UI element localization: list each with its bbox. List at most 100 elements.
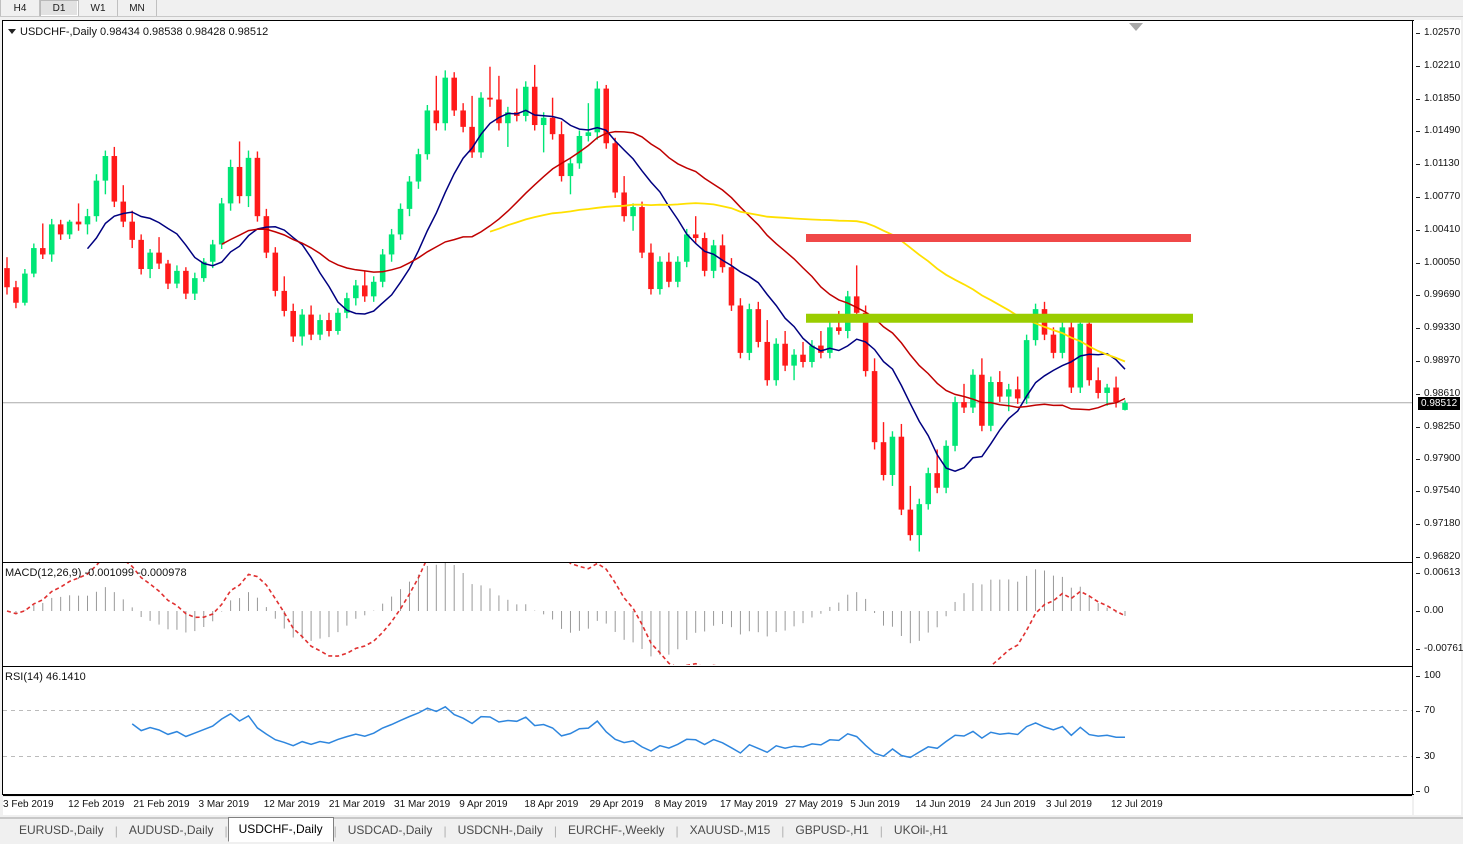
timeframe-button-w1[interactable]: W1: [79, 0, 118, 16]
tab-separator: |: [553, 824, 558, 838]
date-axis-label: 17 May 2019: [719, 799, 778, 810]
price-scale-separator: [1412, 20, 1413, 795]
price-scale-tick: [1416, 295, 1420, 297]
rsi-scale-tick: [1416, 676, 1420, 677]
price-scale-tick: [1416, 361, 1420, 363]
price-chart-panel[interactable]: [3, 21, 1412, 561]
rsi-scale-tick: [1416, 710, 1420, 712]
price-scale-label: 1.01490: [1424, 125, 1461, 137]
tabbar-underline: [0, 817, 1463, 818]
down-triangle-marker-icon: [1129, 23, 1143, 31]
date-axis-label: 18 Apr 2019: [524, 799, 579, 810]
symbol-tab-eurusddaily[interactable]: EURUSD-,Daily: [19, 823, 104, 837]
price-scale[interactable]: 1.02570 1.02210 1.01850 1.01490 1.01130 1.007…: [1414, 20, 1463, 815]
price-scale-tick: [1416, 426, 1420, 428]
rsi-scale-tick: [1416, 791, 1420, 792]
price-scale-label: 0.97180: [1424, 518, 1461, 530]
rsi-scale-label: 0: [1424, 785, 1430, 796]
price-scale-tick: [1416, 65, 1420, 67]
panel-divider-rsi: [3, 666, 1412, 667]
date-axis-label: 31 Mar 2019: [394, 799, 451, 810]
price-scale-label: 1.02210: [1424, 59, 1461, 71]
date-axis: 3 Feb 2019 12 Feb 2019 21 Feb 2019 3 Mar 20…: [3, 797, 1412, 815]
timeframe-button-mn[interactable]: MN: [118, 0, 157, 16]
macd-panel[interactable]: [3, 563, 1412, 665]
price-scale-label: 0.99690: [1424, 289, 1461, 301]
price-scale-tick: [1416, 393, 1420, 395]
date-axis-label: 21 Mar 2019: [328, 799, 386, 810]
chart-symbol-ohlc-label: USDCHF-,Daily 0.98434 0.98538 0.98428 0.…: [8, 26, 268, 38]
tab-separator: |: [224, 824, 228, 838]
macd-scale-tick: [1416, 649, 1420, 650]
macd-plot: [6, 563, 1126, 665]
rsi-scale-label: 70: [1424, 704, 1436, 716]
macd-scale-tick: [1416, 573, 1420, 574]
symbol-tab-usdcaddaily[interactable]: USDCAD-,Daily: [347, 823, 433, 837]
date-axis-label: 24 Jun 2019: [980, 799, 1036, 810]
chart-symbol-ohlc-text: USDCHF-,Daily 0.98434 0.98538 0.98428 0.…: [20, 26, 269, 38]
price-scale-tick: [1416, 229, 1420, 231]
price-scale-tick: [1416, 458, 1420, 460]
price-scale-label: 1.00410: [1424, 223, 1461, 235]
price-scale-label: 0.98250: [1424, 420, 1461, 432]
macd-indicator-label: MACD(12,26,9) -0.001099 -0.000978: [5, 567, 187, 579]
price-scale-label: 0.98970: [1424, 355, 1461, 367]
date-axis-label: 3 Mar 2019: [198, 799, 250, 810]
price-scale-tick: [1416, 262, 1420, 264]
chart-collapse-triangle-icon[interactable]: [8, 29, 16, 34]
date-axis-label: 21 Feb 2019: [133, 799, 190, 810]
price-scale-label: 0.96820: [1424, 551, 1461, 562]
date-axis-label: 8 May 2019: [654, 799, 708, 810]
panel-divider-macd: [3, 562, 1412, 563]
symbol-tab-eurchfweekly[interactable]: EURCHF-,Weekly: [568, 823, 665, 837]
price-scale-tick: [1416, 557, 1420, 558]
macd-scale-label: 0.00: [1424, 605, 1444, 616]
tab-separator: |: [675, 824, 679, 838]
date-axis-label: 9 Apr 2019: [459, 799, 508, 810]
price-scale-tick: [1416, 98, 1420, 100]
date-axis-label: 12 Jul 2019: [1111, 799, 1163, 810]
symbol-tab-ukoilh1[interactable]: UKOil-,H1: [893, 823, 948, 837]
price-scale-tick: [1416, 328, 1420, 330]
rsi-indicator-label: RSI(14) 46.1410: [5, 671, 86, 683]
rsi-panel[interactable]: [3, 667, 1412, 794]
price-scale-tick: [1416, 524, 1420, 526]
tab-separator: |: [879, 824, 883, 838]
tab-separator: |: [333, 824, 337, 838]
price-chart-plot: [3, 64, 1412, 552]
price-scale-label: 0.97900: [1424, 452, 1461, 464]
timeframe-button-h4[interactable]: H4: [0, 0, 40, 16]
panel-divider-dateaxis: [3, 795, 1412, 796]
date-axis-label: 12 Feb 2019: [68, 799, 125, 810]
price-scale-tick: [1416, 197, 1420, 199]
macd-scale-label: -0.007617: [1424, 643, 1463, 654]
symbol-tab-usdcnhdaily[interactable]: USDCNH-,Daily: [457, 823, 543, 837]
date-axis-label: 14 Jun 2019: [915, 799, 971, 810]
current-price-tag: 0.98512: [1418, 396, 1461, 410]
price-scale-label: 1.01130: [1424, 158, 1460, 170]
price-scale-label: 1.00770: [1424, 191, 1461, 203]
price-scale-label: 1.01850: [1424, 92, 1461, 104]
rsi-scale-tick: [1416, 756, 1420, 758]
price-scale-tick: [1416, 491, 1420, 493]
price-scale-tick: [1416, 33, 1420, 34]
symbol-tab-xauusdm15[interactable]: XAUUSD-,M15: [689, 823, 771, 837]
macd-scale-tick: [1416, 611, 1420, 612]
symbol-tab-gbpusdh1[interactable]: GBPUSD-,H1: [795, 823, 869, 837]
price-scale-tick: [1416, 131, 1420, 133]
price-scale-label: 1.00050: [1424, 256, 1461, 268]
rsi-scale-label: 30: [1424, 750, 1436, 762]
timeframe-button-d1[interactable]: D1: [40, 0, 79, 16]
symbol-tab-audusddaily[interactable]: AUDUSD-,Daily: [128, 823, 214, 837]
rsi-scale-label: 100: [1424, 670, 1441, 681]
macd-scale-label: 0.00613: [1424, 567, 1461, 578]
price-scale-label: 0.99330: [1424, 322, 1461, 334]
date-axis-label: 27 May 2019: [785, 799, 843, 810]
symbol-tab-usdchfdaily[interactable]: USDCHF-,Daily: [227, 817, 334, 842]
date-axis-label: 29 Apr 2019: [589, 799, 644, 810]
rsi-plot: [3, 705, 1412, 759]
tab-separator: |: [443, 824, 447, 838]
date-axis-label: 3 Feb 2019: [3, 799, 54, 810]
date-axis-label: 12 Mar 2019: [263, 799, 320, 810]
